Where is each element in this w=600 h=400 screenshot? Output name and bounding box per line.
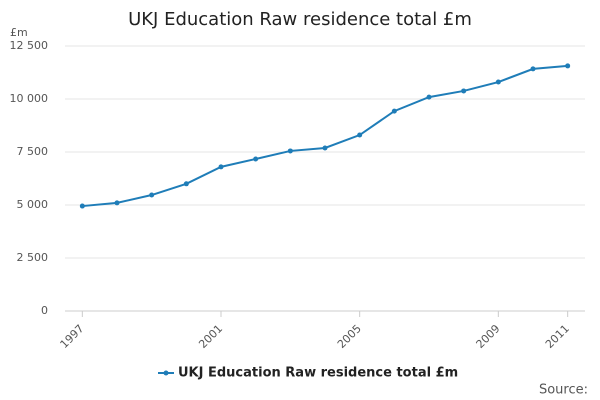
data-point — [114, 200, 120, 206]
data-point — [322, 145, 328, 151]
y-unit: £m — [10, 26, 28, 39]
data-point — [495, 79, 501, 85]
data-point — [149, 192, 155, 198]
source: Source: — [539, 383, 588, 398]
x-tick-label: 2001 — [196, 322, 225, 351]
chart-title: UKJ Education Raw residence total £m — [128, 9, 472, 30]
y-tick-label: 7 500 — [17, 145, 49, 158]
legend-label: UKJ Education Raw residence total £m — [178, 366, 458, 381]
data-point — [253, 156, 259, 162]
data-point — [79, 203, 85, 209]
x-tick-label: 2005 — [335, 322, 364, 351]
data-point — [461, 88, 467, 94]
x-tick-label: 2011 — [543, 322, 572, 351]
data-point — [357, 132, 363, 138]
legend-swatch-dot — [163, 370, 169, 376]
y-tick-label: 10 000 — [10, 92, 49, 105]
x-tick-label: 2009 — [474, 322, 503, 351]
data-point — [218, 164, 224, 170]
x-tick-label: 1997 — [58, 322, 87, 351]
data-point — [391, 108, 397, 114]
data-point — [287, 148, 293, 154]
y-tick-label: 5 000 — [17, 198, 49, 211]
y-tick-label: 2 500 — [17, 251, 49, 264]
data-point — [426, 94, 432, 100]
data-point — [183, 181, 189, 187]
y-tick-label: 12 500 — [10, 39, 49, 52]
y-tick-label: 0 — [41, 304, 48, 317]
series-line — [82, 64, 568, 208]
data-point — [565, 63, 571, 69]
data-point — [530, 66, 536, 72]
